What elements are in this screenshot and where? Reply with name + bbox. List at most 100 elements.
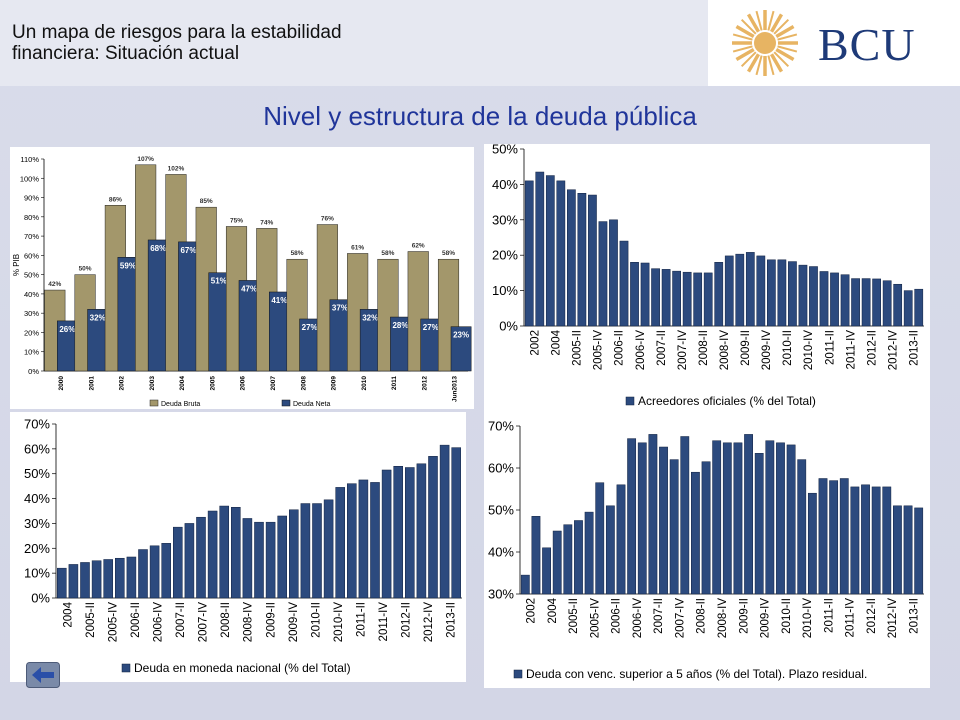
back-arrow-icon[interactable] (26, 662, 60, 688)
data-label-neta: 23% (453, 331, 469, 340)
y-tick-label: 30% (24, 309, 39, 318)
bar (714, 262, 724, 327)
sun-ray (777, 45, 798, 53)
bar (701, 461, 711, 595)
bar (598, 221, 608, 327)
legend-label: Deuda con venc. superior a 5 años (% del… (526, 667, 867, 681)
x-tick-label: 2012-II (866, 330, 878, 366)
bar (103, 559, 113, 599)
bar (840, 274, 850, 327)
bar (640, 262, 650, 327)
x-tick-label: 2012 (421, 376, 428, 391)
bar-deuda-neta (178, 241, 199, 372)
data-label-bruta: 42% (48, 281, 61, 288)
x-tick-label: 2004 (547, 597, 559, 623)
x-tick-label: 2004 (179, 376, 186, 391)
bar (829, 480, 839, 595)
bar (563, 524, 573, 595)
bar (567, 189, 576, 327)
y-tick-label: 10% (24, 566, 50, 581)
sun-ray (740, 51, 757, 68)
x-tick-label: 2011 (391, 376, 398, 390)
bar-deuda-neta (147, 239, 169, 372)
x-tick-label: 2011-IV (378, 602, 390, 642)
y-tick-label: 80% (24, 213, 39, 222)
x-tick-label: 2005 (209, 376, 216, 391)
sun-ray (735, 24, 755, 39)
bar (871, 486, 881, 595)
bar (914, 288, 924, 327)
data-label-neta: 67% (180, 246, 196, 255)
data-label-neta: 59% (120, 261, 136, 270)
bar (722, 442, 732, 595)
chart-4-svg: 30% 40% 50% 60% 70% 2002 2004 2005-II 2005-IV 200… (488, 419, 924, 681)
bar (691, 471, 700, 595)
x-tick-label: 2006 (240, 376, 247, 391)
x-tick-label: 2009-II (740, 330, 752, 366)
bar-deuda-neta (208, 272, 230, 372)
data-label-bruta: 85% (200, 198, 213, 205)
x-tick-label: 2010-II (782, 330, 794, 366)
y-tick-label: 20% (24, 328, 39, 337)
bar (851, 278, 860, 327)
y-tick-label: 60% (488, 461, 514, 476)
x-tick-label: 2009-IV (760, 598, 772, 639)
x-tick-label: 2005-IV (107, 602, 119, 643)
sun-ray (773, 18, 790, 35)
y-tick-label: 50% (488, 503, 514, 518)
y-tick-label: 70% (24, 417, 50, 432)
legend-swatch (513, 669, 523, 679)
bar (574, 520, 583, 595)
y-tick-label: 40% (488, 545, 514, 560)
logo-text: BCU (818, 19, 916, 70)
bar (798, 264, 808, 327)
bar (439, 444, 450, 599)
bar (882, 280, 892, 327)
bar (745, 252, 755, 327)
sun-ray (755, 10, 763, 31)
x-tick-label: 2010 (361, 376, 368, 391)
bar (659, 446, 668, 595)
bar (605, 505, 615, 595)
sun-ray (740, 18, 757, 35)
x-tick-label: 2009-II (738, 598, 750, 634)
bar (809, 266, 818, 327)
bar (735, 253, 745, 327)
bar (556, 180, 566, 327)
x-tick-label: 2013-II (446, 602, 458, 638)
x-tick-label: 2012-IV (887, 330, 899, 371)
bar (91, 560, 102, 599)
bar (520, 574, 530, 595)
data-label-bruta: 74% (260, 219, 273, 226)
page-title: Nivel y estructura de la deuda pública (263, 101, 697, 131)
bar (661, 269, 671, 327)
sun-ray (775, 24, 795, 39)
bar (744, 434, 753, 595)
x-tick-label: 2005-II (85, 602, 97, 638)
x-tick-label: 2010-IV (333, 602, 345, 643)
bar (669, 459, 679, 595)
chart-2-svg: 0% 10% 20% 30% 40% 50% 2002 2004 2005-II 2005-IV 2… (492, 142, 924, 408)
bar (850, 486, 860, 595)
y-tick-label: 40% (24, 491, 50, 506)
x-tick-label: 2006-IV (153, 602, 165, 643)
x-tick-label: 2007 (270, 376, 277, 391)
x-tick-label: 2001 (88, 376, 95, 391)
bar (277, 515, 287, 599)
bar (703, 272, 713, 327)
y-tick-label: 70% (24, 232, 39, 241)
sun-ray (767, 55, 775, 76)
bar (754, 453, 764, 595)
bar (648, 434, 658, 595)
sun-ray (732, 33, 753, 41)
bar (630, 262, 639, 327)
sun-ray (746, 13, 761, 33)
y-tick-label: 60% (24, 441, 50, 456)
data-label-bruta: 107% (137, 156, 154, 163)
data-label-bruta: 58% (442, 250, 455, 257)
bar (627, 438, 637, 595)
sun-emblem-icon (732, 10, 798, 76)
x-tick-label: 2008-II (698, 330, 710, 366)
bar (207, 510, 218, 599)
x-tick-label: 2000 (58, 376, 65, 391)
